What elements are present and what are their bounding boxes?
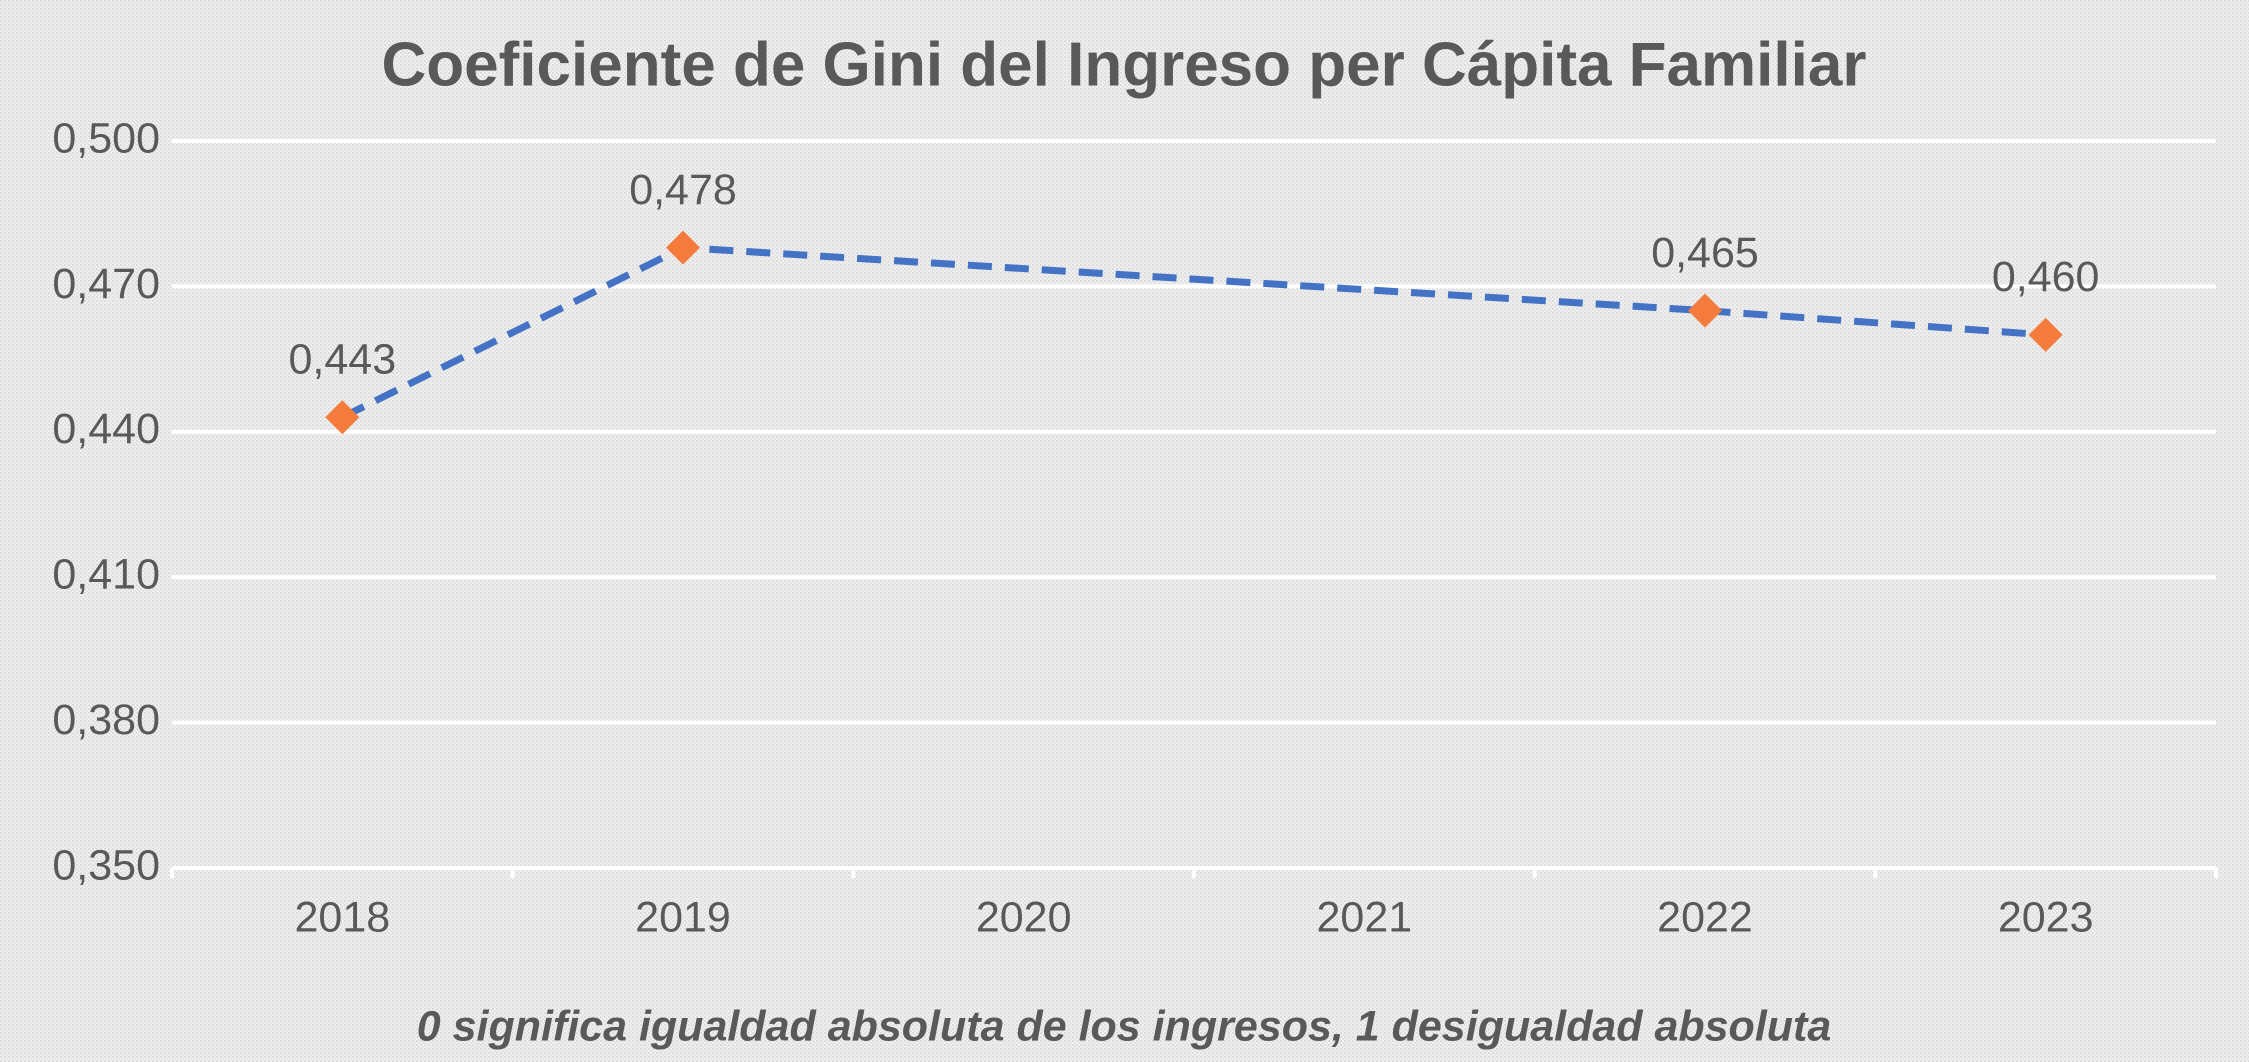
y-tick-label: 0,380 (52, 696, 160, 744)
marker (325, 400, 360, 435)
x-tick-label: 2022 (1657, 893, 1753, 941)
data-label: 0,460 (1992, 253, 2100, 301)
x-tick-label: 2021 (1316, 893, 1412, 941)
x-tick-label: 2020 (976, 893, 1072, 941)
marker (2028, 317, 2063, 352)
chart-subtitle: 0 significa igualdad absoluta de los ing… (417, 1002, 1832, 1050)
y-tick-label: 0,470 (52, 260, 160, 308)
y-tick-label: 0,350 (52, 841, 160, 889)
line-series (340, 244, 2046, 421)
y-tick-label: 0,440 (52, 405, 160, 453)
data-label: 0,443 (289, 336, 397, 384)
y-tick-label: 0,410 (52, 551, 160, 599)
y-tick-label: 0,500 (52, 114, 160, 162)
data-label: 0,465 (1651, 229, 1759, 277)
data-label: 0,478 (629, 166, 737, 214)
x-tick-label: 2019 (635, 893, 731, 941)
x-tick-label: 2023 (1998, 893, 2094, 941)
marker (1688, 293, 1722, 328)
marker (666, 230, 700, 265)
chart-title: Coeficiente de Gini del Ingreso per Cápi… (382, 30, 1867, 99)
x-tick-label: 2018 (294, 893, 390, 941)
